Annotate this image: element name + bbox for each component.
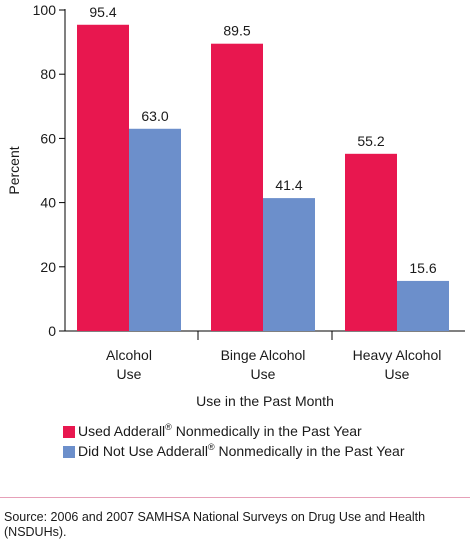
y-tick-label: 20 bbox=[40, 259, 56, 275]
category-label: Use bbox=[251, 366, 276, 382]
bar bbox=[263, 198, 315, 331]
bar bbox=[397, 280, 449, 331]
category-label: Binge Alcohol bbox=[221, 347, 306, 363]
y-axis-label: Percent bbox=[6, 146, 22, 194]
legend-swatch bbox=[63, 446, 75, 458]
bar-chart: 0 20 40 60 80 100 Percent 95.4 89.5 55.2 63.0 41.4 1… bbox=[6, 2, 465, 459]
legend-label: Did Not Use Adderall® Nonmedically in th… bbox=[78, 442, 405, 459]
y-tick-label: 40 bbox=[40, 195, 56, 211]
legend-label-part: Did Not Use Adderall bbox=[78, 443, 208, 459]
data-label: 55.2 bbox=[357, 133, 384, 149]
data-label: 41.4 bbox=[275, 177, 302, 193]
bar bbox=[77, 24, 129, 332]
category-label: Use bbox=[385, 366, 410, 382]
legend-label: Used Adderall® Nonmedically in the Past … bbox=[78, 422, 362, 439]
source-note: Source: 2006 and 2007 SAMHSA National Su… bbox=[4, 510, 426, 539]
bar bbox=[345, 153, 397, 331]
legend-label-part: Nonmedically in the Past Year bbox=[172, 423, 362, 439]
registered-mark: ® bbox=[208, 442, 215, 452]
data-label: 89.5 bbox=[223, 23, 250, 39]
source-divider bbox=[0, 497, 470, 498]
bar bbox=[211, 43, 263, 332]
data-label: 63.0 bbox=[141, 108, 168, 124]
category-label: Heavy Alcohol bbox=[353, 347, 442, 363]
data-label: 95.4 bbox=[89, 4, 116, 20]
registered-mark: ® bbox=[165, 422, 172, 432]
y-tick-label: 80 bbox=[40, 66, 56, 82]
category-label: Alcohol bbox=[106, 347, 152, 363]
data-label: 15.6 bbox=[409, 260, 436, 276]
legend-label-part: Nonmedically in the Past Year bbox=[215, 443, 405, 459]
category-label: Use bbox=[117, 366, 142, 382]
x-axis-label: Use in the Past Month bbox=[196, 393, 334, 409]
legend-label-part: Used Adderall bbox=[78, 423, 165, 439]
y-tick-label: 60 bbox=[40, 130, 56, 146]
legend-swatch bbox=[63, 426, 75, 438]
y-tick-label: 0 bbox=[48, 323, 56, 339]
y-tick-label: 100 bbox=[33, 2, 57, 18]
bar bbox=[129, 128, 181, 331]
